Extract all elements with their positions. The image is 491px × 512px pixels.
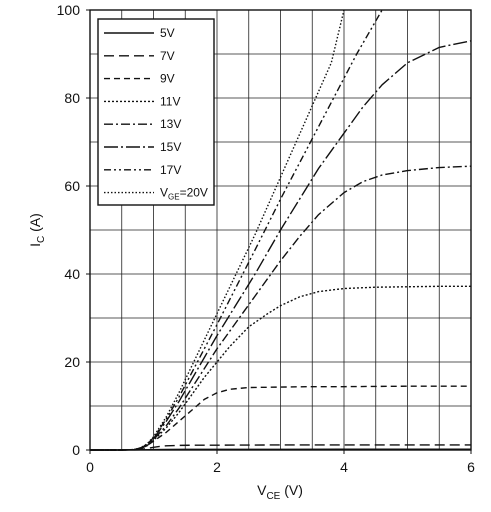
x-tick-label: 0 <box>86 459 94 475</box>
x-tick-label: 2 <box>213 459 221 475</box>
legend-label-0: 5V <box>160 26 175 40</box>
series-line-3 <box>90 285 471 451</box>
x-axis-label-unit: (V) <box>280 482 303 498</box>
x-axis-label-main: V <box>257 482 267 498</box>
series-line-5 <box>90 40 472 451</box>
x-tick-label: 4 <box>340 459 348 475</box>
x-tick-label: 6 <box>467 459 475 475</box>
series-line-6 <box>90 9 383 451</box>
x-axis-label: VCE (V) <box>257 482 303 502</box>
legend-label-6: 17V <box>160 163 181 177</box>
legend-label-5: 15V <box>160 140 181 154</box>
legend-label-3: 11V <box>160 94 180 108</box>
series-line-7 <box>90 9 345 451</box>
y-axis-label-sub: C <box>36 236 47 243</box>
y-tick-label: 40 <box>64 266 80 282</box>
legend-label-4: 13V <box>160 117 181 131</box>
y-axis-label-main: I <box>27 243 43 247</box>
axes <box>89 9 472 451</box>
legend: 5V 7V 9V 11V 13V 15V 17V VGE=20V <box>97 18 215 206</box>
plot-frame <box>89 9 472 451</box>
legend-label-1: 7V <box>160 49 175 63</box>
y-axis-label-unit: (A) <box>27 213 43 236</box>
legend-label-2: 9V <box>160 72 175 86</box>
legend-box <box>97 18 215 206</box>
y-axis-label: IC (A) <box>27 213 47 247</box>
legend-label-7: VGE=20V <box>160 186 208 202</box>
y-tick-label: 80 <box>64 90 80 106</box>
series-line-2 <box>90 385 471 451</box>
y-tick-label: 100 <box>57 2 81 18</box>
y-tick-label: 60 <box>64 178 80 194</box>
y-tick-label: 0 <box>72 442 80 458</box>
x-axis-label-sub: CE <box>266 491 280 502</box>
y-tick-label: 20 <box>64 354 80 370</box>
